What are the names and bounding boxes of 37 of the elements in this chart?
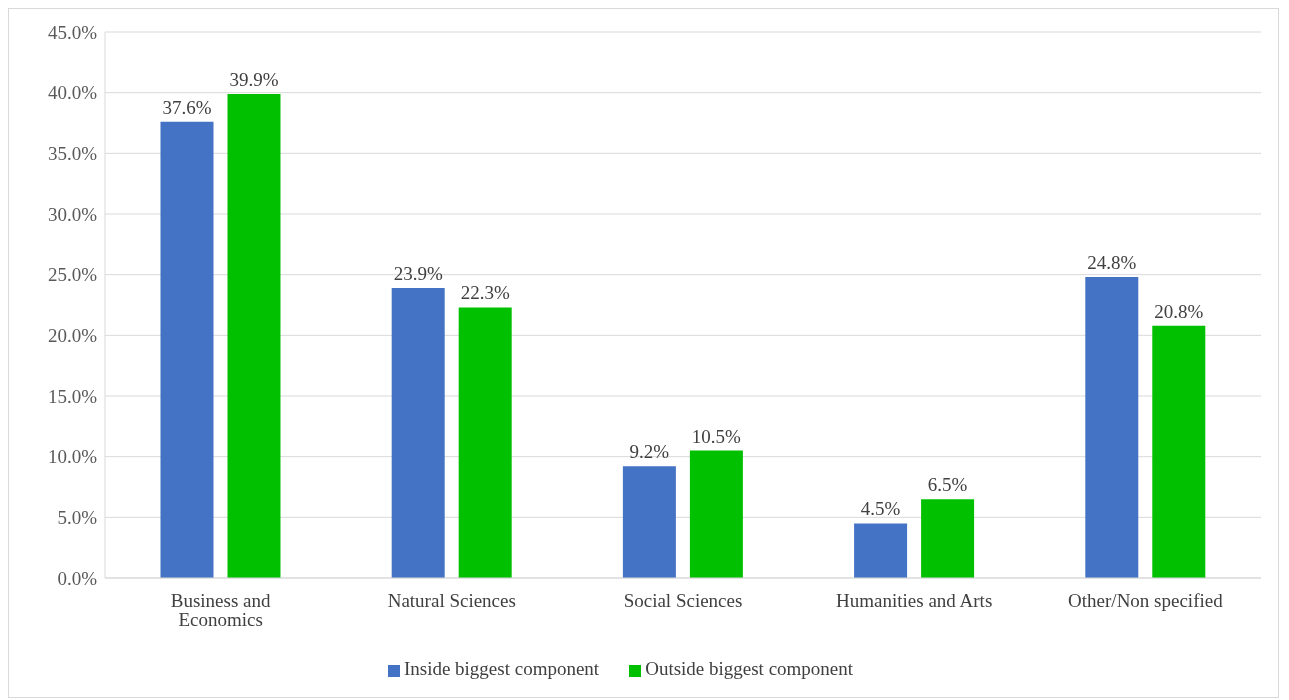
y-tick-label: 45.0% [47, 21, 98, 43]
data-label: 9.2% [629, 441, 670, 463]
y-tick-label: 10.0% [47, 446, 98, 468]
data-label: 4.5% [860, 498, 901, 520]
bar [391, 288, 445, 578]
y-tick-label: 30.0% [47, 203, 98, 225]
bar [689, 450, 743, 578]
y-tick-label: 20.0% [47, 325, 98, 347]
x-tick-label: Humanities and Arts [836, 590, 993, 612]
bar [1085, 277, 1139, 578]
x-tick-label: Natural Sciences [387, 590, 516, 612]
legend-label: Inside biggest component [403, 658, 600, 679]
data-label: 39.9% [229, 68, 279, 90]
data-label: 20.8% [1154, 300, 1204, 322]
bar [160, 121, 214, 578]
bar [622, 466, 676, 578]
y-tick-label: 5.0% [57, 507, 98, 529]
y-tick-label: 0.0% [57, 567, 98, 589]
bar [854, 523, 908, 578]
y-tick-label: 25.0% [47, 264, 98, 286]
y-tick-label: 40.0% [47, 82, 98, 104]
bar [921, 499, 975, 578]
data-label: 37.6% [162, 96, 212, 118]
data-label: 24.8% [1087, 252, 1137, 274]
x-tick-label: Social Sciences [623, 590, 743, 612]
data-label: 23.9% [393, 263, 443, 285]
y-tick-label: 35.0% [47, 143, 98, 165]
bar [1152, 325, 1206, 578]
x-tick-label: Business and Economics [170, 590, 271, 631]
data-label: 10.5% [691, 425, 742, 447]
bar [458, 307, 512, 578]
data-label: 22.3% [460, 282, 510, 304]
data-label: 6.5% [927, 474, 968, 496]
y-tick-label: 15.0% [47, 385, 98, 407]
x-tick-label: Other/Non specified [1068, 590, 1224, 612]
bar [227, 93, 281, 578]
legend-label: Outside biggest component [645, 658, 854, 679]
